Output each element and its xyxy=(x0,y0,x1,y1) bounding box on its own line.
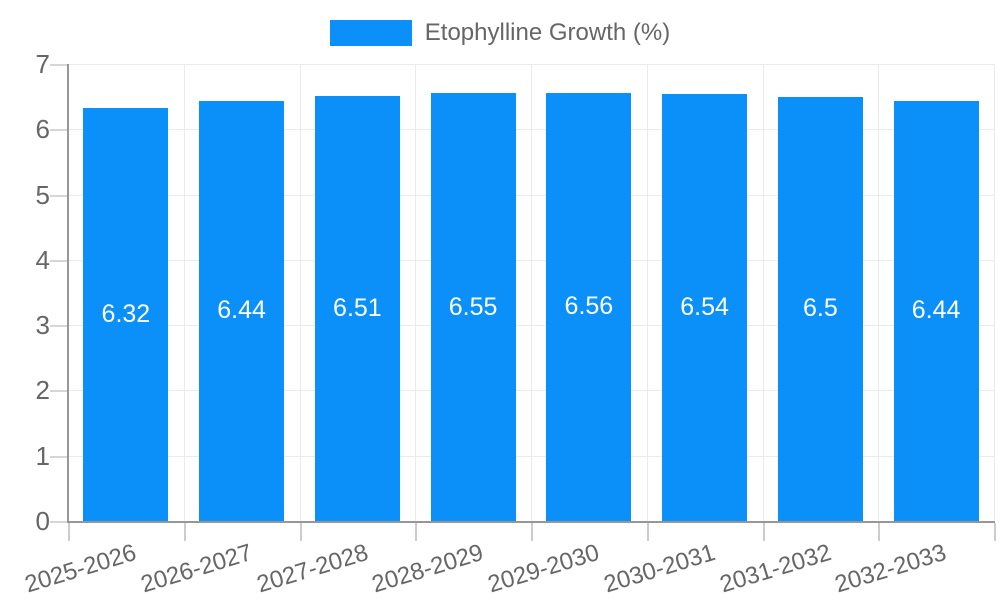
x-axis-tick-label: 2031-2032 xyxy=(716,539,835,599)
y-axis-line xyxy=(67,64,69,523)
y-tick-mark xyxy=(50,129,68,131)
bar-value-label: 6.5 xyxy=(803,294,838,323)
bar-2026-2027[interactable]: 6.44 xyxy=(199,100,285,521)
legend: Etophylline Growth (%) xyxy=(0,19,1000,47)
y-axis-tick-label: 6 xyxy=(35,114,50,144)
x-tick-mark xyxy=(68,523,70,541)
x-axis-tick-label: 2032-2033 xyxy=(832,539,950,599)
x-axis-line xyxy=(67,521,995,523)
bar-2027-2028[interactable]: 6.51 xyxy=(314,96,400,521)
bar-value-label: 6.44 xyxy=(911,296,961,325)
x-axis-tick-label: 2027-2028 xyxy=(253,539,372,599)
v-gridline xyxy=(763,64,764,521)
bar-value-label: 6.44 xyxy=(217,296,266,325)
bar-2032-2033[interactable]: 6.44 xyxy=(893,100,979,521)
bar-value-label: 6.54 xyxy=(680,293,729,321)
v-gridline xyxy=(184,64,185,521)
legend-label[interactable]: Etophylline Growth (%) xyxy=(424,19,671,46)
y-axis-tick-label: 2 xyxy=(35,375,50,405)
y-tick-mark xyxy=(50,260,68,262)
y-axis-tick-label: 7 xyxy=(35,49,50,79)
y-axis-tick-label: 3 xyxy=(35,310,50,340)
y-axis-tick-label: 1 xyxy=(35,441,50,471)
x-tick-mark xyxy=(415,523,417,541)
bar-2030-2031[interactable]: 6.54 xyxy=(662,94,748,521)
v-gridline xyxy=(531,64,532,521)
y-axis-tick-label: 0 xyxy=(35,506,50,536)
bar-value-label: 6.32 xyxy=(101,300,151,329)
x-tick-mark xyxy=(647,523,649,541)
bar-value-label: 6.55 xyxy=(448,292,498,321)
y-tick-mark xyxy=(50,390,68,392)
y-tick-mark xyxy=(50,521,68,523)
x-tick-mark xyxy=(878,523,880,541)
v-gridline xyxy=(300,64,301,521)
x-axis-tick-label: 2030-2031 xyxy=(600,539,719,599)
y-axis-tick-label: 5 xyxy=(35,180,50,210)
x-axis-tick-label: 2028-2029 xyxy=(369,539,487,599)
y-tick-mark xyxy=(50,64,68,66)
y-tick-mark xyxy=(50,195,68,197)
y-tick-mark xyxy=(50,325,68,327)
y-axis-tick-label: 4 xyxy=(35,245,50,275)
v-gridline xyxy=(415,64,416,521)
bar-2028-2029[interactable]: 6.55 xyxy=(430,93,516,521)
x-axis-tick-label: 2025-2026 xyxy=(21,539,140,599)
bar-2025-2026[interactable]: 6.32 xyxy=(83,108,169,521)
bar-2029-2030[interactable]: 6.56 xyxy=(546,92,632,521)
v-gridline xyxy=(878,64,879,521)
v-gridline xyxy=(647,64,648,521)
x-tick-mark xyxy=(763,523,765,541)
bar-value-label: 6.51 xyxy=(333,294,382,322)
x-tick-mark xyxy=(184,523,186,541)
x-axis-tick-label: 2026-2027 xyxy=(137,539,256,599)
x-axis-tick-label: 2029-2030 xyxy=(484,539,603,599)
bar-value-label: 6.56 xyxy=(564,292,614,321)
y-tick-mark xyxy=(50,456,68,458)
x-tick-mark xyxy=(300,523,302,541)
v-gridline xyxy=(994,64,995,521)
legend-swatch[interactable] xyxy=(329,20,412,46)
bar-2031-2032[interactable]: 6.5 xyxy=(777,96,863,521)
x-tick-mark xyxy=(994,523,996,541)
x-tick-mark xyxy=(531,523,533,541)
